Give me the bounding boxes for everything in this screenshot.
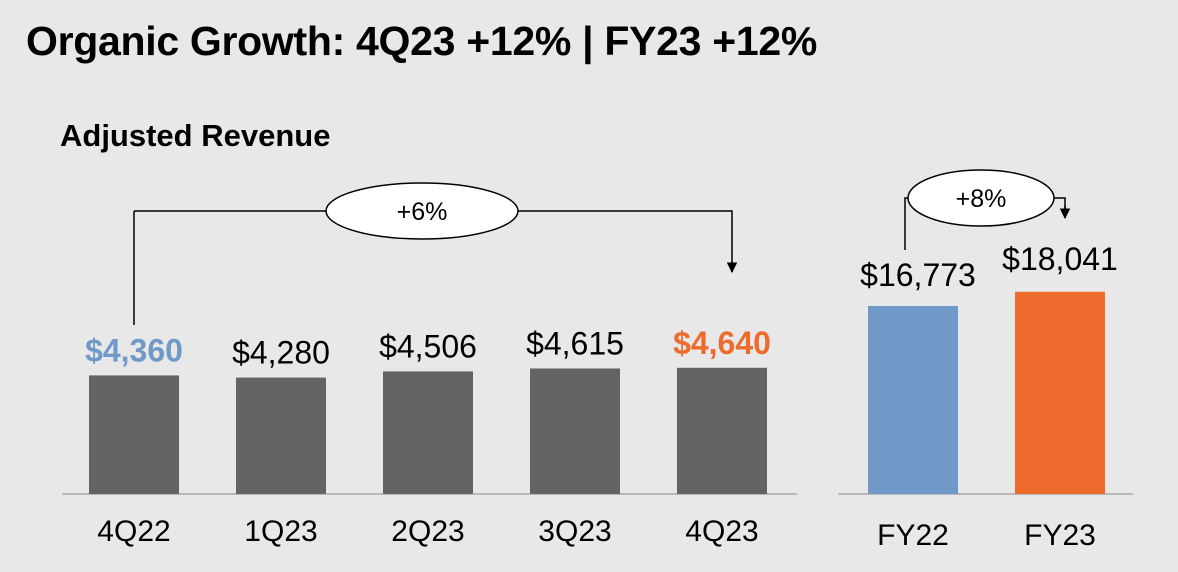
growth-label-fy: +8% [956, 185, 1007, 213]
tick-label-3q23: 3Q23 [538, 515, 611, 548]
growth-bubble-quarterly [325, 182, 519, 240]
tick-label-1q23: 1Q23 [244, 515, 317, 548]
tick-label-fy23: FY23 [1024, 519, 1096, 552]
growth-bubble-fy [907, 169, 1055, 227]
value-label-3q23: $4,615 [526, 325, 624, 361]
tick-label-fy22: FY22 [877, 519, 949, 552]
bar-1q23 [236, 377, 326, 494]
growth-label-quarterly: +6% [397, 198, 448, 226]
value-label-1q23: $4,280 [232, 335, 330, 371]
bar-4q23 [677, 367, 767, 494]
value-label-4q23: $4,640 [673, 325, 771, 361]
tick-label-4q23: 4Q23 [685, 515, 758, 548]
value-label-4q22: $4,360 [85, 332, 183, 368]
bar-fy23 [1015, 291, 1105, 494]
bar-3q23 [530, 368, 620, 494]
chart-title: Adjusted Revenue [60, 118, 331, 153]
value-label-fy22: $16,773 [860, 257, 976, 293]
bar-fy22 [868, 305, 958, 494]
tick-label-2q23: 2Q23 [391, 515, 464, 548]
value-label-fy23: $18,041 [1002, 241, 1118, 277]
value-label-2q23: $4,506 [379, 328, 477, 364]
slide-title: Organic Growth: 4Q23 +12% | FY23 +12% [26, 18, 818, 64]
bar-2q23 [383, 371, 473, 494]
tick-label-4q22: 4Q22 [97, 515, 170, 548]
bar-4q22 [89, 375, 179, 494]
